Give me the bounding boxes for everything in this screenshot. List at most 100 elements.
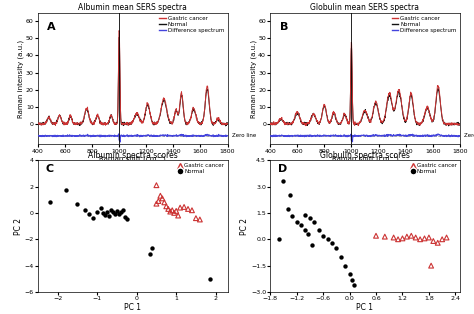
Y-axis label: PC 2: PC 2 (240, 218, 249, 235)
Point (328, 240, 336, 245)
Point (153, 201, 160, 206)
Point (158, 196, 166, 201)
Point (381, 234, 389, 239)
Point (275, 237, 283, 242)
Point (434, 240, 441, 245)
Point (163, 204, 170, 209)
Title: Globulin spectra scores: Globulin spectra scores (320, 151, 410, 160)
Point (103, 209, 111, 214)
Title: Albumin spectra scores: Albumin spectra scores (88, 151, 178, 160)
Point (421, 236, 428, 241)
Point (284, 207, 292, 212)
Point (196, 217, 204, 222)
Point (348, 277, 356, 282)
Point (156, 193, 164, 198)
Point (164, 206, 172, 211)
Point (390, 235, 397, 240)
Point (147, 251, 155, 256)
Point (93, 209, 101, 214)
Point (82, 208, 89, 213)
Text: B: B (280, 22, 288, 32)
Y-axis label: Raman intensity (a.u.): Raman intensity (a.u.) (18, 40, 25, 117)
Point (101, 212, 109, 217)
Point (412, 235, 419, 240)
Point (289, 214, 296, 219)
Point (306, 216, 314, 221)
Point (280, 179, 287, 184)
Title: Albumin mean SERS spectra: Albumin mean SERS spectra (78, 3, 187, 13)
Point (105, 213, 113, 218)
Point (416, 237, 424, 242)
Point (176, 205, 184, 210)
X-axis label: Raman shift (cm⁻¹): Raman shift (cm⁻¹) (332, 155, 398, 163)
Point (173, 208, 180, 214)
Point (341, 263, 349, 268)
Point (324, 237, 331, 242)
Point (206, 276, 214, 281)
Y-axis label: Raman intensity (a.u.): Raman intensity (a.u.) (250, 40, 257, 117)
Legend: Gastric cancer, Normal, Difference spectrum: Gastric cancer, Normal, Difference spect… (159, 15, 225, 33)
Point (121, 214, 128, 219)
Point (153, 183, 160, 188)
Point (174, 213, 182, 218)
Point (429, 239, 437, 244)
Legend: Gastric cancer, Normal, Difference spectrum: Gastric cancer, Normal, Difference spect… (391, 15, 457, 33)
Point (304, 231, 311, 236)
Point (119, 208, 127, 213)
Legend: Gastric cancer, Normal: Gastric cancer, Normal (178, 163, 225, 175)
Point (301, 228, 309, 233)
Point (109, 210, 117, 215)
Title: Globulin mean SERS spectra: Globulin mean SERS spectra (310, 3, 419, 13)
Point (155, 198, 162, 203)
Point (171, 210, 178, 215)
Point (46, 200, 54, 205)
Text: A: A (47, 22, 56, 32)
Text: Zero line: Zero line (232, 133, 256, 138)
Point (403, 234, 410, 239)
Point (100, 210, 107, 215)
Point (97, 206, 105, 211)
Point (310, 219, 318, 224)
Point (428, 263, 435, 268)
Point (443, 235, 450, 240)
Legend: Gastric cancer, Normal: Gastric cancer, Normal (410, 163, 457, 175)
Text: D: D (278, 164, 287, 174)
Point (184, 206, 192, 211)
Text: C: C (46, 164, 54, 174)
Point (117, 209, 125, 214)
X-axis label: Raman shift (cm⁻¹): Raman shift (cm⁻¹) (100, 155, 166, 163)
Point (337, 254, 345, 259)
Point (394, 237, 402, 242)
Point (297, 223, 305, 228)
Point (372, 233, 380, 238)
Y-axis label: PC 2: PC 2 (14, 218, 23, 235)
Point (192, 216, 200, 221)
Point (90, 216, 97, 221)
Point (115, 211, 123, 216)
Point (161, 200, 168, 205)
Point (319, 233, 327, 238)
Point (399, 236, 406, 241)
Point (333, 246, 340, 251)
Point (346, 272, 353, 277)
X-axis label: PC 1: PC 1 (356, 303, 374, 311)
Point (111, 212, 118, 217)
Point (408, 233, 415, 238)
Point (113, 208, 121, 214)
Point (286, 193, 294, 198)
Point (293, 219, 301, 224)
Point (301, 212, 309, 217)
Point (350, 283, 358, 288)
Point (73, 201, 81, 206)
Point (168, 208, 176, 213)
Point (438, 237, 446, 242)
Point (123, 217, 131, 222)
Point (188, 208, 196, 213)
Point (166, 209, 174, 214)
Point (315, 228, 322, 233)
Point (149, 246, 156, 251)
Point (107, 208, 115, 213)
Point (425, 235, 433, 240)
Text: Zero line: Zero line (464, 133, 474, 138)
Point (85, 212, 93, 217)
